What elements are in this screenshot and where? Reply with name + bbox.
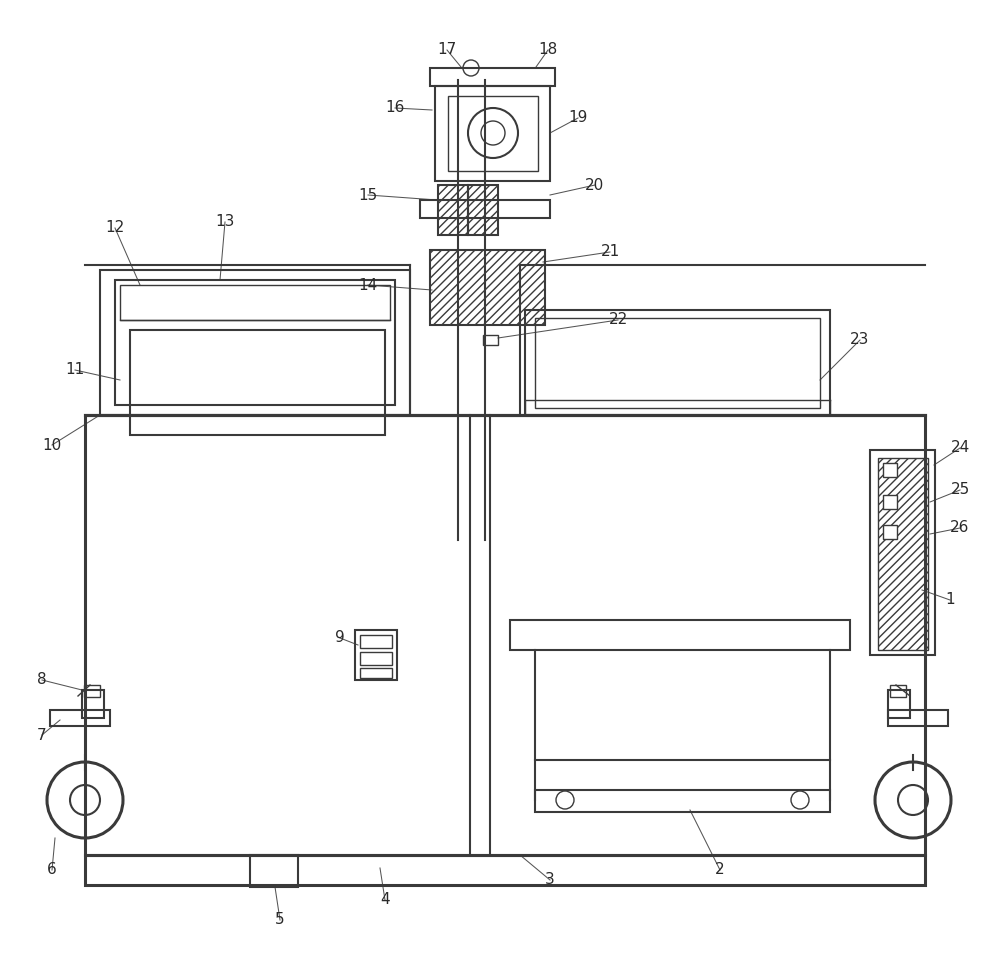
Text: 14: 14 (358, 278, 378, 292)
Bar (360, 652, 392, 665)
Text: 11: 11 (65, 362, 85, 378)
Bar (468, 185, 498, 235)
Bar (82, 690, 104, 718)
Text: 26: 26 (950, 520, 970, 535)
Bar (120, 285, 390, 320)
Text: 2: 2 (715, 862, 725, 878)
Bar (888, 710, 948, 726)
Bar (100, 270, 410, 415)
Text: 5: 5 (275, 913, 285, 927)
Text: 17: 17 (437, 43, 457, 57)
Bar (883, 463, 897, 477)
Bar (430, 68, 555, 86)
Bar (483, 335, 498, 345)
Bar (535, 790, 830, 812)
Bar (510, 620, 850, 650)
Bar (535, 318, 820, 408)
Text: 6: 6 (47, 862, 57, 878)
Bar (360, 635, 392, 648)
Text: 1: 1 (945, 592, 955, 608)
Bar (360, 668, 392, 678)
Bar (883, 525, 897, 539)
Bar (355, 630, 397, 680)
Bar (448, 96, 538, 171)
Text: 20: 20 (585, 178, 605, 192)
Bar (438, 185, 468, 235)
Text: 8: 8 (37, 673, 47, 687)
Text: 13: 13 (215, 215, 235, 229)
Bar (250, 855, 298, 887)
Bar (85, 415, 925, 855)
Text: 18: 18 (538, 43, 558, 57)
Bar (870, 450, 935, 655)
Text: 21: 21 (600, 245, 620, 259)
Bar (50, 710, 110, 726)
Bar (130, 330, 385, 435)
Bar (85, 855, 925, 885)
Text: 23: 23 (850, 332, 870, 348)
Text: 16: 16 (385, 101, 405, 116)
Text: 3: 3 (545, 873, 555, 887)
Text: 24: 24 (950, 441, 970, 455)
Text: 12: 12 (105, 220, 125, 236)
Text: 7: 7 (37, 727, 47, 743)
Text: 22: 22 (608, 313, 628, 327)
Text: 19: 19 (568, 111, 588, 125)
Text: 4: 4 (380, 892, 390, 908)
Bar (435, 86, 550, 181)
Bar (430, 250, 545, 325)
Bar (525, 310, 830, 415)
Bar (883, 495, 897, 509)
Text: 10: 10 (42, 438, 62, 452)
Bar (878, 458, 928, 650)
Text: 15: 15 (358, 187, 378, 203)
Bar (890, 685, 906, 697)
Text: 9: 9 (335, 630, 345, 646)
Bar (115, 280, 395, 405)
Bar (84, 685, 100, 697)
Bar (888, 690, 910, 718)
Text: 25: 25 (950, 483, 970, 497)
Bar (420, 200, 550, 218)
